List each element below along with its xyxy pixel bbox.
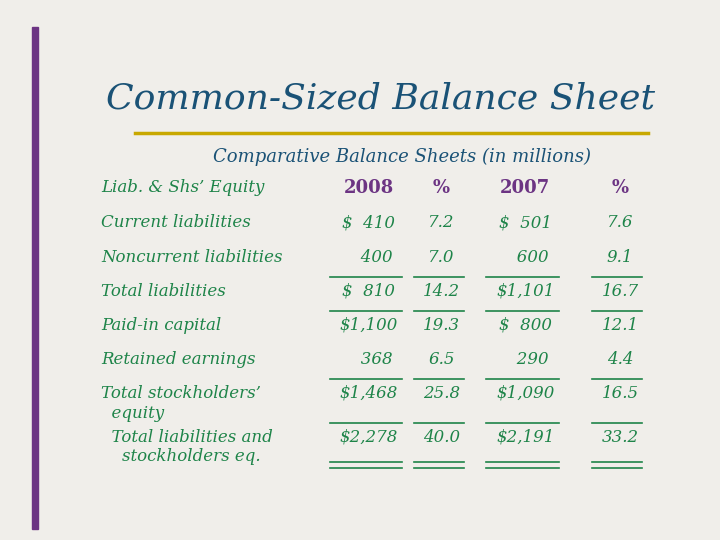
Text: 7.2: 7.2: [428, 214, 455, 232]
Text: Paid-in capital: Paid-in capital: [101, 317, 222, 334]
Text: 14.2: 14.2: [423, 282, 460, 300]
Text: 19.3: 19.3: [423, 317, 460, 334]
Text: Noncurrent liabilities: Noncurrent liabilities: [101, 248, 283, 266]
Text: 9.1: 9.1: [607, 248, 634, 266]
Text: 16.5: 16.5: [601, 385, 639, 402]
Text: Total stockholders’
  equity: Total stockholders’ equity: [101, 385, 261, 422]
Text: 16.7: 16.7: [601, 282, 639, 300]
Text: 7.0: 7.0: [428, 248, 455, 266]
Text: $1,100: $1,100: [340, 317, 398, 334]
Text: Total liabilities: Total liabilities: [101, 282, 226, 300]
Text: $1,468: $1,468: [340, 385, 398, 402]
Text: 7.6: 7.6: [607, 214, 634, 232]
Text: Retained earnings: Retained earnings: [101, 351, 256, 368]
Text: 12.1: 12.1: [601, 317, 639, 334]
Text: %: %: [611, 179, 629, 197]
Text: $  501: $ 501: [499, 214, 552, 232]
Text: $  810: $ 810: [343, 282, 395, 300]
Text: 6.5: 6.5: [428, 351, 455, 368]
Text: Total liabilities and
    stockholders eq.: Total liabilities and stockholders eq.: [101, 429, 273, 465]
Text: Current liabilities: Current liabilities: [101, 214, 251, 232]
Text: $2,278: $2,278: [340, 429, 398, 446]
Text: 2007: 2007: [500, 179, 550, 197]
Text: 4.4: 4.4: [607, 351, 634, 368]
Text: 33.2: 33.2: [601, 429, 639, 446]
Text: 2008: 2008: [344, 179, 394, 197]
Text: 290: 290: [501, 351, 549, 368]
Text: %: %: [433, 179, 450, 197]
Text: $  410: $ 410: [343, 214, 395, 232]
Text: 25.8: 25.8: [423, 385, 460, 402]
Text: $1,101: $1,101: [496, 282, 554, 300]
Text: $1,090: $1,090: [496, 385, 554, 402]
Text: 600: 600: [501, 248, 549, 266]
Text: 368: 368: [345, 351, 393, 368]
Text: 400: 400: [345, 248, 393, 266]
Text: Comparative Balance Sheets (in millions): Comparative Balance Sheets (in millions): [214, 148, 592, 166]
Text: Common-Sized Balance Sheet: Common-Sized Balance Sheet: [106, 82, 654, 116]
Text: $  800: $ 800: [499, 317, 552, 334]
Text: $2,191: $2,191: [496, 429, 554, 446]
Text: 40.0: 40.0: [423, 429, 460, 446]
Text: Liab. & Shs’ Equity: Liab. & Shs’ Equity: [101, 179, 264, 196]
